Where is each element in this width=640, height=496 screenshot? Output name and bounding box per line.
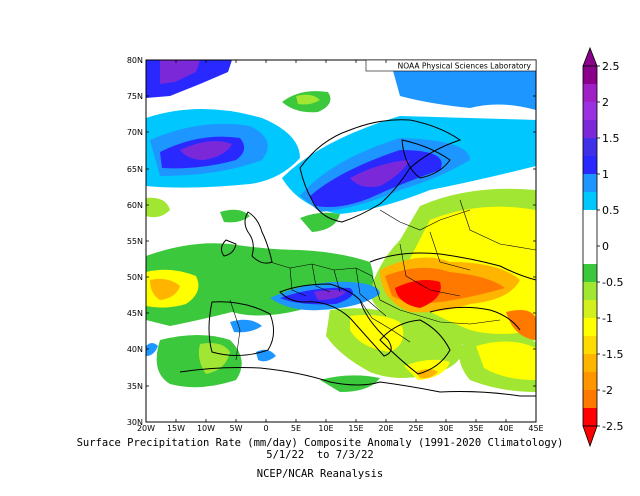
lon-label: 40E [498,424,513,433]
lat-label: 80N [127,56,143,65]
lon-label: 15E [348,424,363,433]
lon-label: 5W [230,424,243,433]
lat-label: 65N [127,165,143,174]
lon-label: 20E [378,424,393,433]
caption-source: NCEP/NCAR Reanalysis [256,468,384,480]
lat-label: 55N [127,237,143,246]
anomaly-field [146,60,536,422]
lat-label: 60N [127,201,143,210]
lon-label: 30E [438,424,453,433]
colorbar-tick-label: 1 [602,168,609,181]
lon-label: 0 [263,424,268,433]
lon-label: 25E [408,424,423,433]
lat-label: 45N [127,309,143,318]
lat-label: 70N [127,128,143,137]
colorbar-tick-label: -2.5 [602,420,623,433]
lon-label: 20W [137,424,155,433]
caption-title: Surface Precipitation Rate (mm/day) Comp… [76,437,564,449]
colorbar-tick-label: 0.5 [602,204,620,217]
colorbar-tick-label: -1 [602,312,613,325]
lat-label: 30N [127,418,143,427]
lon-label: 15W [167,424,185,433]
lat-label: 75N [127,92,143,101]
caption-date-range: 5/1/22 to 7/3/22 [266,449,374,461]
lon-label: 10E [318,424,333,433]
colorbar: 2.5 2 1.5 1 0.5 0 -0.5 -1 -1.5 -2 -2.5 [582,46,623,448]
colorbar-tick-label: -1.5 [602,348,623,361]
colorbar-tick-label: 2 [602,96,609,109]
lon-label: 45E [528,424,543,433]
colorbar-tick-label: 0 [602,240,609,253]
colorbar-tick-label: -2 [602,384,613,397]
lat-label: 35N [127,382,143,391]
colorbar-tick-label: 2.5 [602,60,620,73]
lat-label: 40N [127,345,143,354]
lat-label: 50N [127,273,143,282]
lon-label: 5E [291,424,301,433]
lon-label: 35E [468,424,483,433]
credit-text: NOAA Physical Sciences Laboratory [398,62,532,71]
colorbar-tick-label: -0.5 [602,276,623,289]
colorbar-tick-label: 1.5 [602,132,620,145]
lon-label: 10W [197,424,215,433]
